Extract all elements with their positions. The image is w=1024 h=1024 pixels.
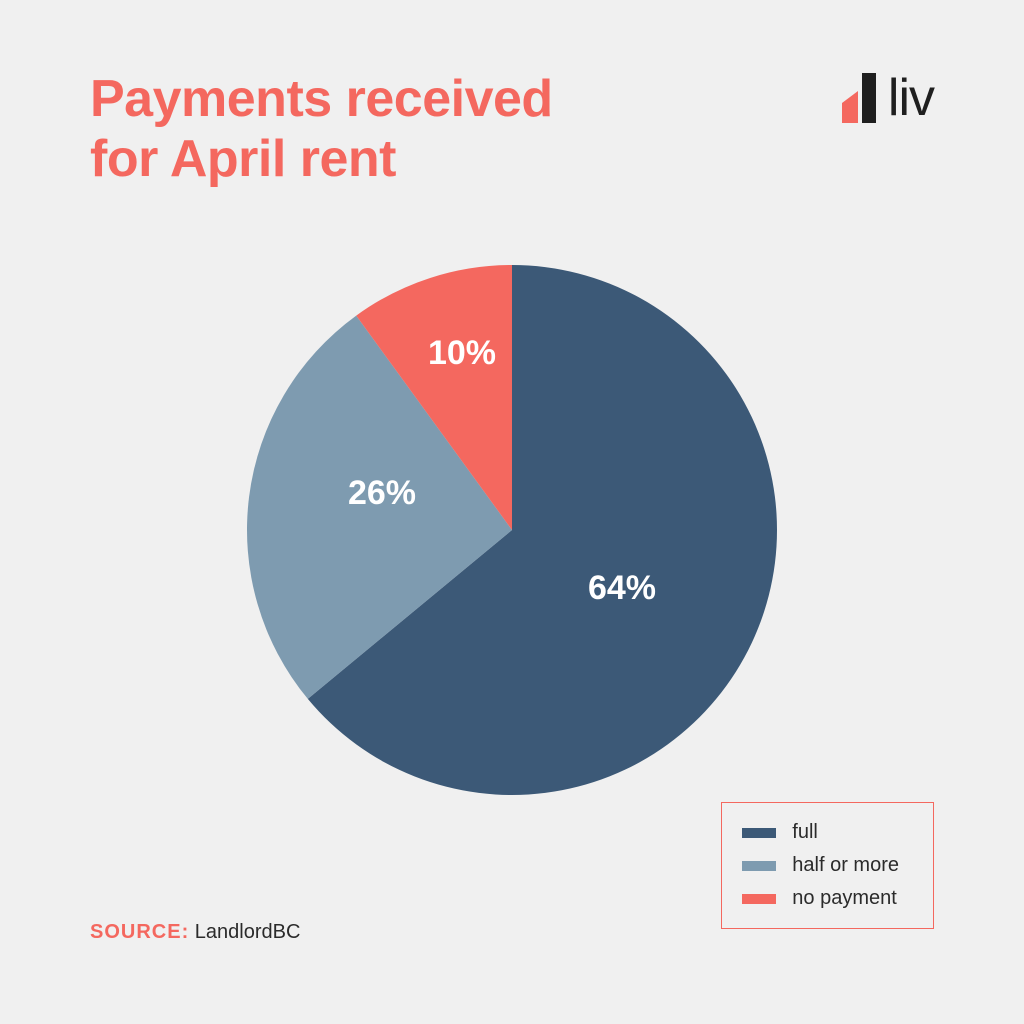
legend-swatch <box>742 894 776 904</box>
legend-item-none: no payment <box>742 887 899 910</box>
legend: full half or more no payment <box>721 802 934 929</box>
legend-label: half or more <box>792 854 899 877</box>
legend-item-half: half or more <box>742 854 899 877</box>
legend-label: no payment <box>792 887 897 910</box>
legend-swatch <box>742 828 776 838</box>
legend-swatch <box>742 861 776 871</box>
chart-title-line2: for April rent <box>90 130 553 190</box>
chart-title-line1: Payments received <box>90 70 553 130</box>
pie-label-full: 64% <box>588 569 656 607</box>
pie-chart-svg: 64% 26% 10% <box>242 260 782 800</box>
brand-logo: liv <box>842 68 934 128</box>
liv-logo-text: liv <box>888 68 934 128</box>
source-prefix: SOURCE: <box>90 921 189 943</box>
source-text: LandlordBC <box>195 921 301 943</box>
liv-logo-icon <box>842 73 878 123</box>
legend-item-full: full <box>742 821 899 844</box>
pie-label-half_or_more: 26% <box>348 474 416 512</box>
chart-title: Payments received for April rent <box>90 70 553 190</box>
legend-label: full <box>792 821 818 844</box>
source-line: SOURCE: LandlordBC <box>90 921 300 944</box>
pie-chart: 64% 26% 10% <box>242 260 782 805</box>
pie-label-no_payment: 10% <box>428 334 496 372</box>
